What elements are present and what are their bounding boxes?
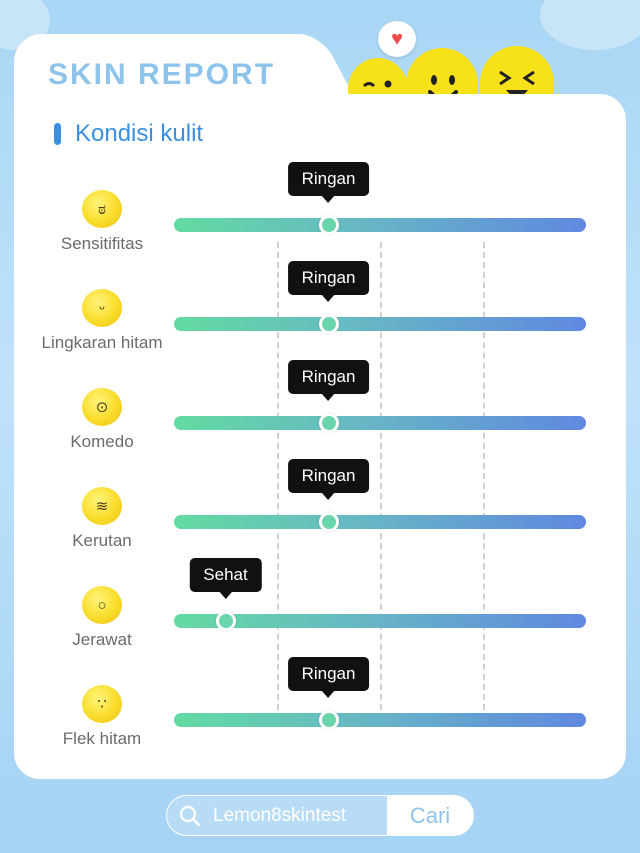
grid-line [380, 242, 382, 720]
metric-level-tooltip: Sehat [189, 558, 262, 599]
search-field[interactable]: Lemon8skintest [167, 796, 387, 835]
metric-label: Flek hitam [62, 729, 142, 748]
search-button[interactable]: Cari [387, 796, 473, 835]
metric-knob[interactable] [215, 611, 236, 631]
metric-track [174, 713, 586, 727]
search-bar[interactable]: Lemon8skintest Cari [166, 795, 474, 836]
metric-knob[interactable] [318, 710, 339, 730]
section-accent-bar [54, 123, 61, 145]
old-face-icon: ≋ [82, 487, 122, 525]
metric-track [174, 317, 586, 331]
metric-knob[interactable] [318, 314, 339, 334]
metric-row: ∵ Flek hitam Ringan [0, 657, 640, 784]
heart-icon: ♥ [391, 27, 403, 50]
metric-knob[interactable] [318, 413, 339, 433]
metric-label: Lingkaran hitam [41, 333, 163, 352]
metric-level-tooltip: Ringan [287, 459, 370, 500]
page-title: SKIN REPORT [48, 58, 276, 91]
metric-row: ಠ Sensitifitas Ringan [0, 162, 640, 289]
section-title: Kondisi kulit [75, 120, 204, 147]
surprised-face-icon: ಠ [82, 190, 122, 228]
metric-row: ○ Jerawat Sehat [0, 558, 640, 685]
metric-level-tooltip: Ringan [287, 657, 370, 698]
grid-line [483, 242, 485, 720]
heart-bubble: ♥ [378, 21, 416, 57]
metric-track [174, 416, 586, 430]
metric-level-tooltip: Ringan [287, 162, 370, 203]
metric-level-tooltip: Ringan [287, 360, 370, 401]
metric-track [174, 614, 586, 628]
metric-label: Kerutan [72, 531, 132, 550]
search-icon[interactable] [167, 804, 213, 828]
shocked-face-icon: ○ [82, 586, 122, 624]
worried-face-icon: ⊙ [82, 388, 122, 426]
tired-eyes-face-icon: ᵕ [82, 289, 122, 327]
metric-label: Sensitifitas [60, 234, 144, 253]
metric-row: ≋ Kerutan Ringan [0, 459, 640, 586]
freckled-face-icon: ∵ [82, 685, 122, 723]
section-header: Kondisi kulit [54, 120, 203, 148]
metric-level-tooltip: Ringan [287, 261, 370, 302]
metric-row: ᵕ Lingkaran hitam Ringan [0, 261, 640, 388]
grid-line [277, 242, 279, 720]
metric-row: ⊙ Komedo Ringan [0, 360, 640, 487]
metric-track [174, 515, 586, 529]
metric-knob[interactable] [318, 215, 339, 235]
search-input[interactable]: Lemon8skintest [213, 804, 347, 826]
metric-label: Komedo [70, 432, 134, 451]
metric-knob[interactable] [318, 512, 339, 532]
metric-track [174, 218, 586, 232]
metric-label: Jerawat [72, 630, 132, 649]
